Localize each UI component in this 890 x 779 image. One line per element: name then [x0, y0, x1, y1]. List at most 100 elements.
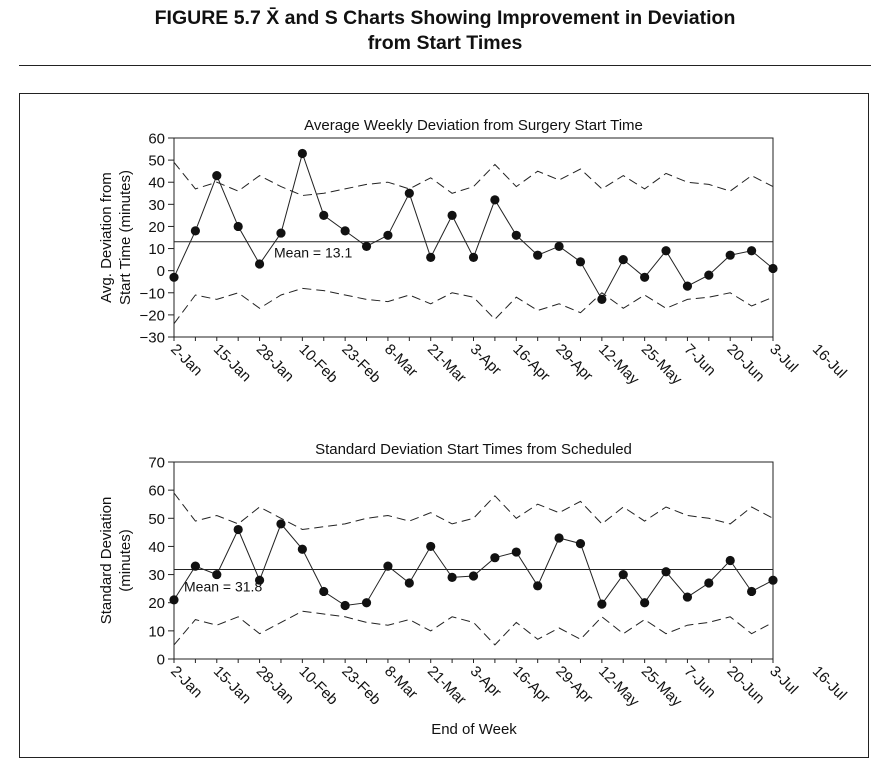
x-tick-label: 29-Apr — [552, 663, 596, 707]
data-point — [233, 524, 243, 535]
y-tick-label: 60 — [148, 131, 165, 148]
y-axis-label: Standard Deviation (minutes) — [98, 497, 134, 625]
x-tick-label: 16-Apr — [509, 341, 553, 385]
data-point — [383, 561, 393, 571]
mean-label: Mean = 31.8 — [184, 579, 262, 595]
data-point — [682, 281, 693, 291]
data-point — [468, 571, 479, 581]
data-point — [383, 230, 393, 240]
figure-title-line2: from Start Times — [367, 32, 523, 54]
data-point — [447, 572, 457, 582]
x-tick-label: 28-Jan — [253, 341, 297, 385]
x-tick-label: 23-Feb — [338, 341, 384, 387]
data-point — [340, 600, 350, 611]
mean-label: Mean = 13.1 — [274, 245, 352, 261]
x-tick-label: 15-Jan — [210, 341, 254, 385]
y-tick-label: 50 — [148, 153, 165, 170]
data-point — [597, 599, 607, 609]
y-tick-label: 50 — [148, 511, 165, 528]
data-point — [297, 544, 307, 554]
series-line — [173, 151, 774, 301]
data-point — [768, 575, 778, 585]
y-axis-label: Avg. Deviation from Start Time (minutes) — [98, 170, 134, 305]
figure-title-line1: FIGURE 5.7 X̄ and S Charts Showing Impro… — [154, 7, 736, 29]
x-tick-label: 10-Feb — [296, 663, 342, 709]
data-point — [276, 228, 286, 238]
plot-area — [173, 137, 774, 338]
chart-title: Average Weekly Deviation from Surgery St… — [304, 117, 643, 134]
data-point — [575, 257, 586, 267]
x-tick-label: 21-Mar — [424, 341, 470, 387]
data-point — [725, 250, 735, 260]
data-point — [640, 272, 650, 282]
data-point — [169, 272, 179, 282]
title-rule — [19, 65, 871, 66]
x-tick-label: 3-Apr — [467, 341, 505, 379]
data-point — [597, 294, 607, 305]
data-point — [554, 241, 564, 251]
x-tick-label: 8-Mar — [381, 663, 421, 703]
data-point — [426, 541, 436, 552]
data-point — [511, 547, 521, 557]
chart-title: Standard Deviation Start Times from Sche… — [315, 441, 632, 458]
data-point — [468, 252, 479, 262]
data-point — [704, 270, 714, 280]
y-tick-label: 20 — [148, 595, 165, 612]
upper-control-limit — [173, 492, 774, 531]
data-point — [361, 598, 372, 608]
chart-1: Average Weekly Deviation from Surgery St… — [98, 117, 850, 389]
x-tick-label: 16-Jul — [809, 663, 850, 704]
data-point — [426, 252, 436, 262]
data-point — [747, 586, 757, 597]
data-point — [575, 539, 586, 549]
x-tick-label: 25-May — [638, 663, 686, 711]
x-tick-label: 12-May — [595, 663, 643, 711]
data-point — [511, 230, 521, 240]
lower-control-limit — [173, 287, 774, 324]
lower-control-limit — [173, 610, 774, 646]
data-point — [704, 578, 714, 588]
x-tick-label: 3-Apr — [467, 663, 505, 701]
x-tick-label: 3-Jul — [766, 663, 801, 698]
data-point — [618, 569, 628, 580]
y-tick-label: 0 — [157, 652, 165, 669]
x-tick-label: 8-Mar — [381, 341, 421, 381]
data-point — [319, 210, 329, 220]
data-point — [682, 592, 693, 602]
x-tick-label: 16-Apr — [509, 663, 553, 707]
data-point — [725, 555, 735, 566]
x-tick-label: 10-Feb — [296, 341, 342, 387]
data-point — [661, 567, 671, 577]
y-tick-label: 30 — [148, 197, 165, 214]
x-tick-label: 20-Jun — [723, 663, 767, 707]
y-tick-label: 40 — [148, 539, 165, 556]
x-tick-label: 21-Mar — [424, 663, 470, 709]
data-point — [212, 569, 222, 580]
plot-area — [173, 461, 774, 660]
y-tick-label: 0 — [157, 263, 165, 280]
data-point — [768, 263, 778, 274]
x-tick-label: 28-Jan — [253, 663, 297, 707]
x-tick-label: 7-Jun — [681, 341, 720, 380]
x-tick-label: 15-Jan — [210, 663, 254, 707]
x-tick-label: 20-Jun — [723, 341, 767, 385]
y-tick-label: 20 — [148, 219, 165, 236]
x-tick-label: 7-Jun — [681, 663, 720, 702]
data-point — [254, 259, 265, 269]
data-point — [554, 533, 564, 543]
y-tick-label: 10 — [148, 623, 165, 640]
data-point — [661, 246, 671, 256]
x-tick-label: 12-May — [595, 341, 643, 389]
data-point — [404, 578, 414, 588]
y-tick-label: −30 — [140, 330, 165, 347]
series-line — [173, 522, 774, 607]
data-point — [169, 595, 179, 605]
y-tick-label: 70 — [148, 455, 165, 472]
data-point — [297, 148, 307, 159]
data-point — [276, 519, 286, 529]
y-tick-label: 60 — [148, 483, 165, 500]
y-tick-label: −10 — [140, 285, 165, 302]
data-point — [254, 575, 265, 585]
y-tick-label: 30 — [148, 567, 165, 584]
